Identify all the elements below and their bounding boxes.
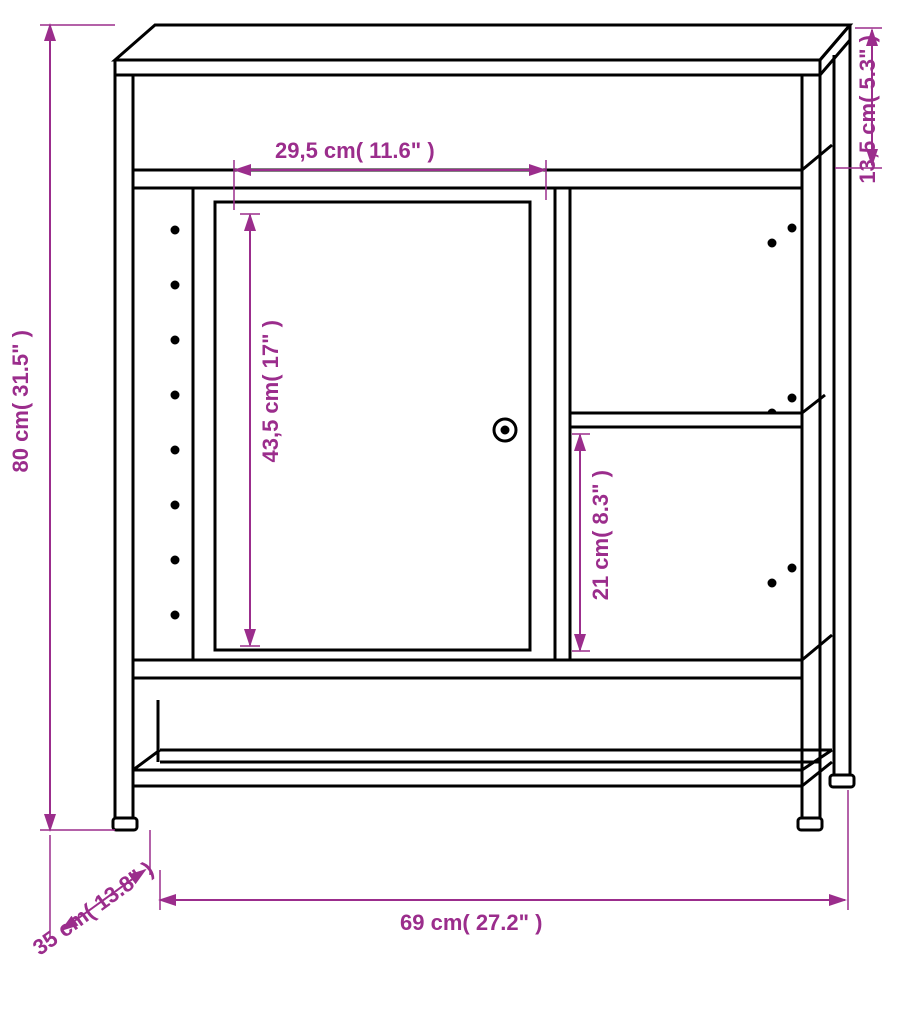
label-top-gap: 13,5 cm( 5.3" ) — [855, 35, 881, 184]
label-total-height: 80 cm( 31.5" ) — [8, 330, 34, 473]
label-width: 69 cm( 27.2" ) — [400, 910, 543, 936]
label-door-width: 29,5 cm( 11.6" ) — [275, 138, 435, 164]
furniture-outline — [113, 25, 854, 830]
technical-drawing-container: 80 cm( 31.5" ) 35 cm( 13.8" ) 69 cm( 27.… — [0, 0, 901, 1013]
label-shelf-height: 21 cm( 8.3" ) — [588, 470, 614, 600]
label-door-height: 43,5 cm( 17" ) — [258, 320, 284, 463]
